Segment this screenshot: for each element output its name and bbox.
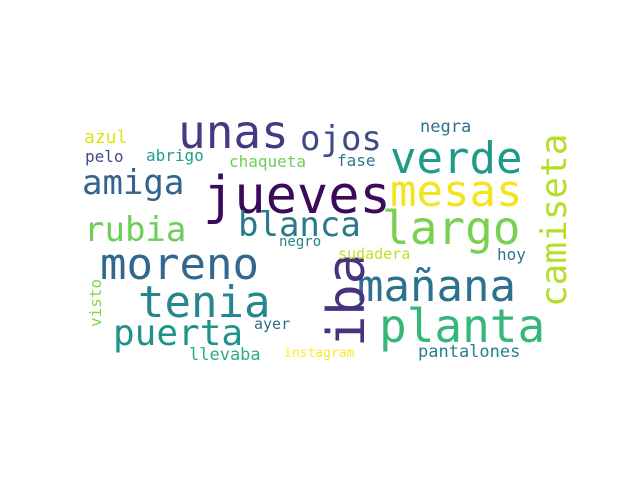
- word-pelo: pelo: [85, 147, 124, 166]
- word-mesas: mesas: [390, 166, 522, 217]
- word-tenia: tenia: [138, 277, 270, 328]
- word-visto: visto: [86, 279, 105, 327]
- word-llevaba: llevaba: [189, 345, 261, 365]
- word-blanca: blanca: [238, 205, 361, 245]
- word-verde: verde: [390, 133, 522, 184]
- word-pantalones: pantalones: [418, 342, 520, 362]
- word-mañana: mañana: [357, 261, 516, 312]
- word-puerta: puerta: [113, 313, 243, 354]
- word-amiga: amiga: [82, 163, 184, 203]
- word-moreno: moreno: [100, 239, 259, 290]
- word-instagram: instagram: [284, 346, 355, 361]
- word-azul: azul: [84, 127, 127, 148]
- word-largo: largo: [382, 201, 520, 255]
- word-jueves: jueves: [203, 166, 391, 226]
- word-camiseta: camiseta: [534, 134, 575, 307]
- word-sudadera: sudadera: [338, 245, 410, 263]
- word-fase: fase: [337, 151, 376, 170]
- word-chaqueta: chaqueta: [229, 152, 306, 171]
- word-iba: iba: [317, 253, 377, 347]
- word-ojos: ojos: [300, 119, 382, 159]
- word-negro: negro: [279, 234, 321, 250]
- word-abrigo: abrigo: [146, 146, 204, 165]
- word-negra: negra: [420, 117, 471, 137]
- word-unas: unas: [178, 105, 289, 159]
- word-planta: planta: [379, 299, 545, 353]
- word-ayer: ayer: [254, 315, 290, 333]
- word-hoy: hoy: [497, 245, 526, 264]
- word-rubia: rubia: [84, 210, 186, 250]
